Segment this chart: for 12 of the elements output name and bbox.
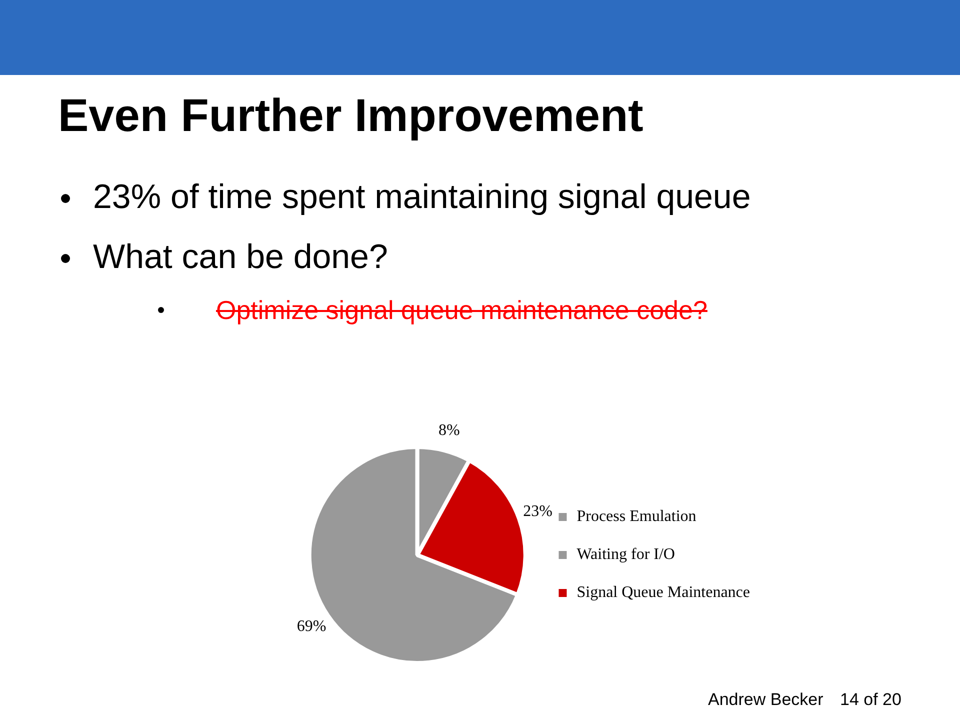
text: Andrew Becker [708, 690, 824, 710]
data-label: 69% [296, 618, 326, 636]
data-label: 8% [438, 422, 460, 440]
legend-label: Process Emulation [576, 508, 696, 526]
text: What can be done? [93, 238, 388, 277]
legend-label: Signal Queue Maintenance [576, 584, 750, 602]
data-label: 23% [523, 502, 552, 520]
chart-title: Even Further Improvement [58, 88, 644, 142]
text: Optimize signal queue maintenance code? [216, 295, 708, 326]
legend-label: Waiting for I/O [576, 546, 675, 564]
text: 14 of 20 [840, 690, 902, 710]
text: 23% of time spent maintaining signal queue [93, 178, 751, 217]
